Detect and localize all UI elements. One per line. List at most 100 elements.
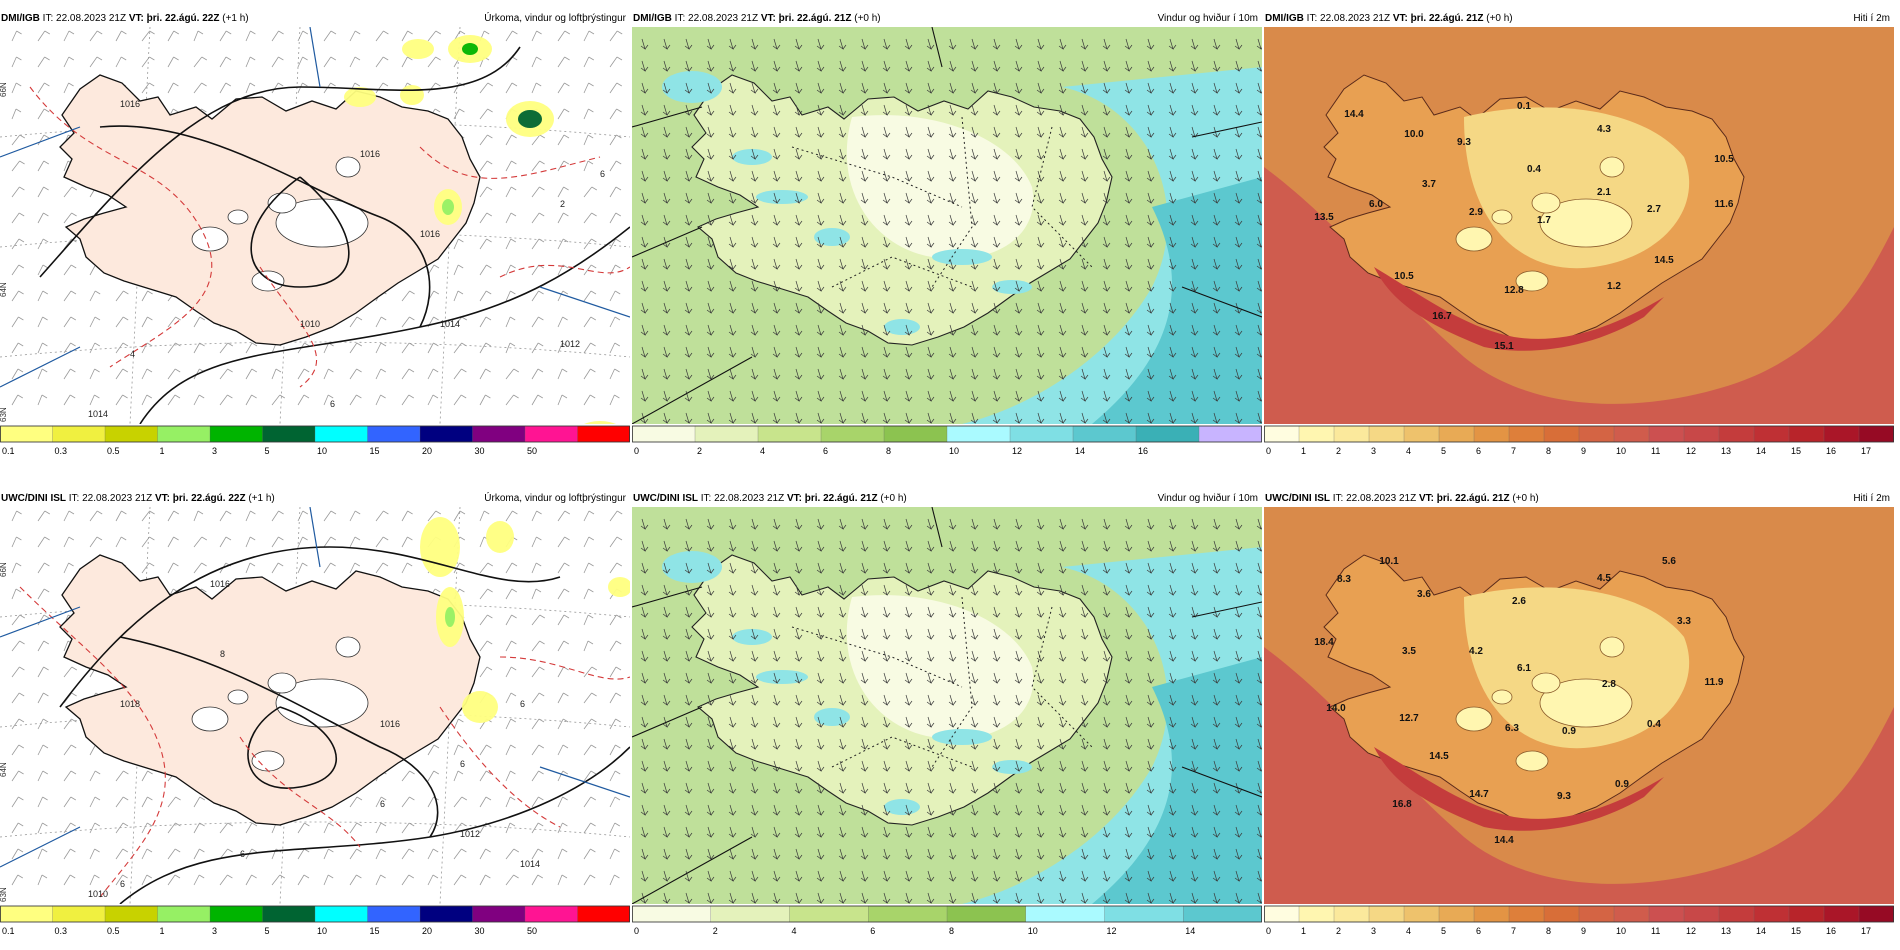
wind-barb [583,186,598,198]
panel-r1-precip[interactable]: UWC/DINI ISL IT: 22.08.2023 21Z VT: þri.… [0,490,630,938]
wind-barb [323,368,334,380]
panel-r0-temp[interactable]: DMI/IGB IT: 22.08.2023 21Z VT: þri. 22.á… [1264,10,1894,458]
wind-arrow [816,412,825,424]
wind-arrow [728,192,737,204]
wind-arrow [1168,346,1177,358]
wind-arrow [794,38,803,50]
wind-arrow [772,672,781,684]
wind-arrow [1080,540,1089,552]
wind-arrow [1190,562,1199,574]
wind-barb [401,290,415,302]
wind-arrow [970,258,979,270]
wind-arrow [948,302,957,314]
wind-arrow [794,368,803,380]
panel-title: Úrkoma, vindur og loftþrýstingur [484,493,626,504]
wind-arrow [1146,324,1155,336]
wind-arrow [1212,368,1221,380]
wind-arrow [1146,60,1155,72]
wind-arrow [1058,368,1067,380]
precip-map[interactable]: 1016 1016 1016 1014 1012 1014 1010 6 6 4 2 66N 64N 63… [0,27,630,424]
wind-barb [583,394,596,406]
wind-arrow [1124,170,1133,182]
wind-barb [531,186,545,198]
wind-arrow [1168,368,1177,380]
wind-arrow [728,782,737,794]
temp-map[interactable]: 8.3 10.1 3.6 2.6 4.5 5.6 3.3 18.4 3.5 4.2 6.1 2.8 11… [1264,507,1894,904]
wind-arrow [728,628,737,640]
wind-barb [557,134,570,146]
it-label: IT: [68,493,80,504]
wind-map[interactable] [632,507,1262,904]
colorbar-swatch [262,905,316,923]
wind-arrow [992,390,1001,402]
wind-barb [531,510,542,522]
wind-arrow [926,562,935,574]
wind-arrow [640,368,649,380]
wind-barb [505,588,518,600]
wind-barb [557,82,570,94]
wind-barb [11,874,24,886]
precip-map[interactable]: 1016 1016 1018 1012 1014 1010 8 6 6 6 6 6 66N 64N 63N [0,507,630,904]
wind-arrow [1014,258,1023,270]
wind-arrow [706,390,715,402]
temp-map[interactable]: 14.4 10.0 9.3 0.1 4.3 10.5 0.4 2.1 3.7 6.0 13.5 2.9… [1264,27,1894,424]
contour-label: 1016 [380,719,400,729]
wind-arrow [926,650,935,662]
wind-arrow [948,126,957,138]
panel-r0-precip[interactable]: DMI/IGB IT: 22.08.2023 21Z VT: þri. 22.á… [0,10,630,458]
panel-r0-wind[interactable]: DMI/IGB IT: 22.08.2023 21Z VT: þri. 22.á… [632,10,1262,458]
panel-r1-wind[interactable]: UWC/DINI ISL IT: 22.08.2023 21Z VT: þri.… [632,490,1262,938]
wind-map[interactable] [632,27,1262,424]
wind-arrow [1014,236,1023,248]
wind-arrow [948,848,957,860]
wind-barb [401,848,415,860]
wind-barb [37,394,48,406]
wind-barb [271,82,284,94]
panel-title: Hiti í 2m [1853,13,1890,24]
wind-arrow [794,782,803,794]
temp-value-label: 13.5 [1314,212,1334,223]
wind-barb [219,394,233,406]
wind-barb [245,822,258,834]
wind-barb [583,134,594,146]
wind-arrow [794,258,803,270]
wind-arrow [926,782,935,794]
cool-highlands [1464,107,1690,269]
wind-barb [557,238,569,250]
colorbar-tick: 2 [1336,926,1341,936]
wind-arrow [640,192,649,204]
wind-arrow [1168,192,1177,204]
wind-arrow [1124,236,1133,248]
wind-arrow [1146,104,1155,116]
wind-arrow [992,716,1001,728]
wind-arrow [1014,716,1023,728]
wind-arrow [904,584,913,596]
wind-arrow [1212,760,1221,772]
wind-arrow [816,804,825,816]
wind-arrow [684,870,693,882]
contour-label: 1016 [360,149,380,159]
temp-value-label: 4.3 [1597,124,1611,135]
wind-arrow [1058,148,1067,160]
gust-area [814,708,850,726]
init-time: 22.08.2023 21Z [56,13,127,24]
wind-arrow [926,302,935,314]
wind-barb [63,186,78,198]
wind-barb [245,368,258,380]
wind-arrow [904,848,913,860]
wind-arrow [684,628,693,640]
wind-arrow [838,60,847,72]
wind-arrow [1102,192,1111,204]
wind-arrow [1080,650,1089,662]
temp-value-label: 10.1 [1379,556,1399,567]
wind-arrow [1124,214,1133,226]
panel-r1-temp[interactable]: UWC/DINI ISL IT: 22.08.2023 21Z VT: þri.… [1264,490,1894,938]
wind-arrow [816,236,825,248]
wind-arrow [1234,324,1243,336]
wind-barb [609,744,621,756]
wind-barb [557,160,570,172]
wind-arrow [1080,562,1089,574]
wind-arrow [1146,738,1155,750]
wind-arrow [816,782,825,794]
panel-header: UWC/DINI ISL IT: 22.08.2023 21Z VT: þri.… [1264,490,1894,507]
